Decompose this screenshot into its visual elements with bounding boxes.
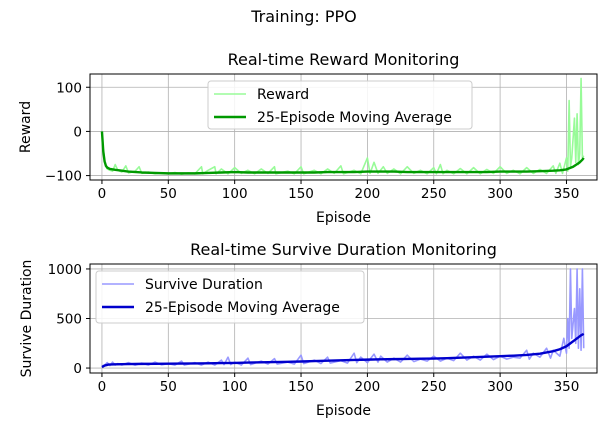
survive-xtick-label: 150 (288, 379, 314, 395)
reward-legend: Reward 25-Episode Moving Average (207, 80, 473, 130)
reward-ytick-label: −100 (45, 169, 82, 185)
survive-chart: Real-time Survive Duration Monitoring 0 5… (19, 240, 598, 419)
reward-xtick-label: 250 (421, 186, 447, 202)
reward-chart-title: Real-time Reward Monitoring (228, 50, 460, 69)
reward-xtick-label: 200 (354, 186, 380, 202)
reward-plot-frame (89, 73, 598, 181)
reward-legend-box (207, 80, 473, 130)
reward-ytick-label: 0 (73, 124, 82, 140)
reward-ytick-label: 100 (56, 80, 82, 96)
survive-xlabel: Episode (316, 403, 371, 419)
reward-legend-label: 25-Episode Moving Average (257, 110, 452, 126)
survive-legend-box (95, 270, 365, 324)
reward-legend-label: Reward (257, 87, 309, 103)
reward-xtick-label: 50 (160, 186, 177, 202)
survive-ylabel: Survive Duration (19, 260, 35, 378)
survive-xtick-label: 50 (160, 379, 177, 395)
survive-ytick-label: 500 (56, 312, 82, 328)
survive-series-moving-average-line (101, 332, 585, 369)
survive-ytick-label: 1000 (48, 262, 82, 278)
survive-xtick-label: 0 (98, 379, 107, 395)
survive-legend-label: Survive Duration (145, 277, 263, 293)
reward-xtick-label: 350 (554, 186, 580, 202)
survive-xtick-label: 100 (222, 379, 248, 395)
reward-series-moving-average-line (100, 131, 585, 175)
reward-chart: Real-time Reward Monitoring 0 50 100 150 200… (18, 50, 598, 226)
survive-xtick-label: 200 (354, 379, 380, 395)
survive-xtick-label: 300 (487, 379, 513, 395)
reward-xtick-label: 100 (222, 186, 248, 202)
reward-ylabel: Reward (18, 101, 34, 153)
reward-xtick-label: 300 (487, 186, 513, 202)
survive-chart-title: Real-time Survive Duration Monitoring (190, 240, 497, 259)
reward-xtick-label: 150 (288, 186, 314, 202)
survive-ytick-label: 0 (73, 361, 82, 377)
survive-xtick-label: 350 (554, 379, 580, 395)
reward-xtick-label: 0 (98, 186, 107, 202)
survive-legend: Survive Duration 25-Episode Moving Averag… (95, 270, 365, 324)
survive-xtick-label: 250 (421, 379, 447, 395)
figure-suptitle: Training: PPO (250, 7, 357, 26)
survive-legend-label: 25-Episode Moving Average (145, 300, 340, 316)
reward-xlabel: Episode (316, 210, 371, 226)
